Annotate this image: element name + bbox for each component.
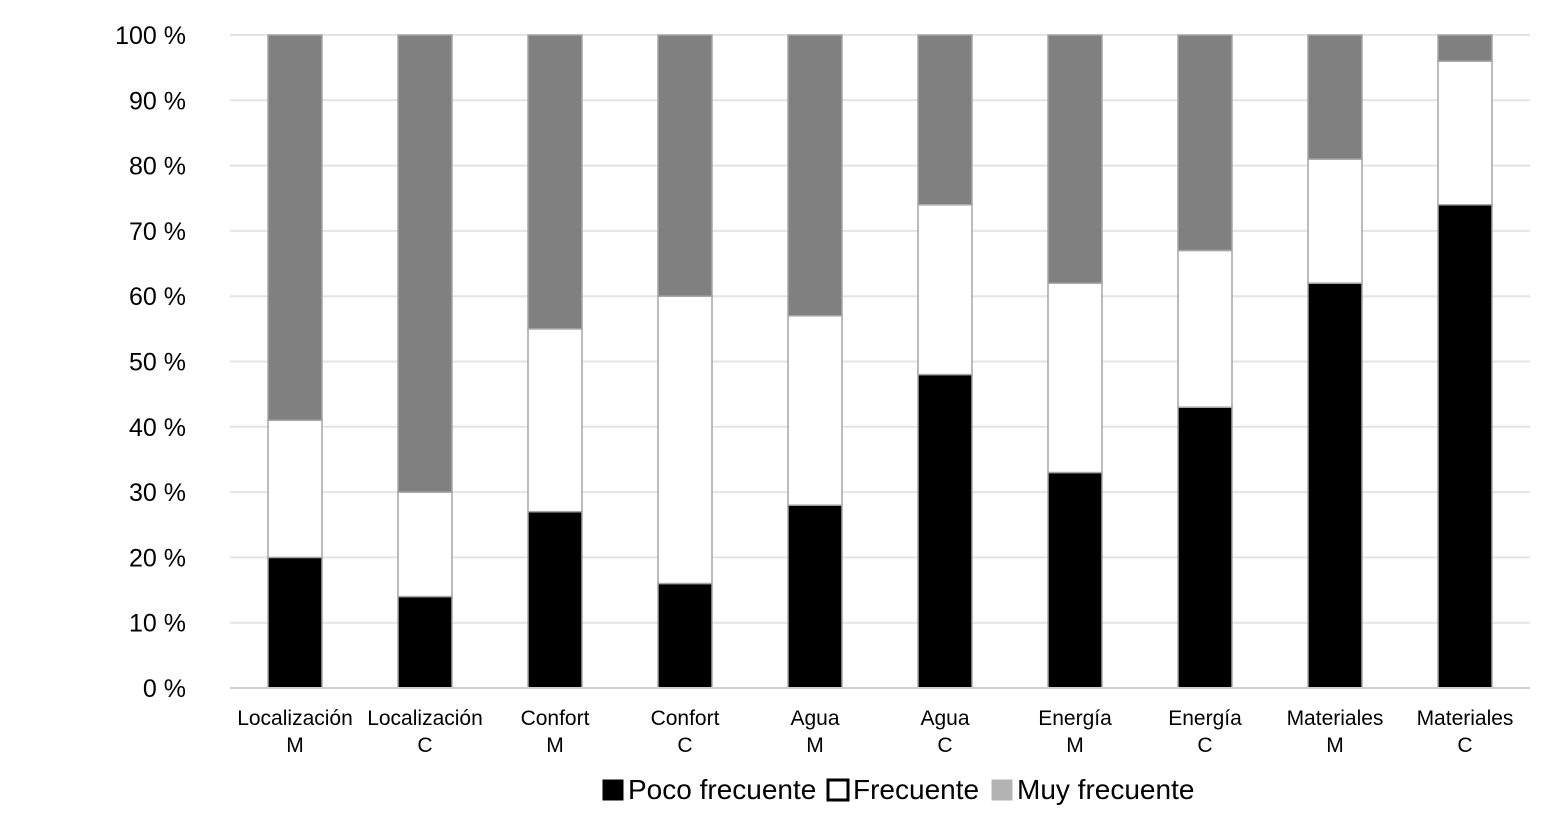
bar-segment-poco-frecuente: [397, 595, 453, 689]
bar-segment-muy-frecuente: [657, 34, 713, 297]
x-tick-label: C: [677, 734, 692, 757]
bars: [267, 34, 1493, 689]
legend-item-frecuente-label: Frecuente: [853, 774, 979, 805]
x-tick-label: Energía: [1168, 707, 1242, 730]
bar-segment-poco-frecuente: [527, 510, 583, 689]
y-tick-label: 80 %: [129, 153, 186, 181]
bar-segment-frecuente: [917, 204, 973, 376]
bar-segment-frecuente: [1307, 158, 1363, 284]
x-tick-label: Agua: [790, 707, 839, 730]
y-tick-label: 40 %: [129, 414, 186, 442]
bar-segment-muy-frecuente: [917, 34, 973, 206]
legend-item-poco-frecuente-swatch: [602, 779, 624, 801]
bar-segment-frecuente: [397, 491, 453, 598]
x-tick-label: M: [1066, 734, 1084, 757]
legend-item-muy-frecuente-label: Muy frecuente: [1017, 774, 1194, 805]
y-tick-label: 60 %: [129, 283, 186, 311]
x-tick-label: Localización: [367, 707, 483, 730]
bar-segment-muy-frecuente: [1047, 34, 1103, 284]
bar-segment-frecuente: [1047, 282, 1103, 474]
x-tick-label: Energía: [1038, 707, 1112, 730]
x-tick-label: M: [286, 734, 304, 757]
bar-segment-muy-frecuente: [787, 34, 843, 317]
legend-item-poco-frecuente-label: Poco frecuente: [628, 774, 816, 805]
x-tick-label: Agua: [920, 707, 969, 730]
bar-segment-frecuente: [657, 295, 713, 585]
bar-segment-poco-frecuente: [1047, 471, 1103, 689]
bar-segment-poco-frecuente: [1307, 282, 1363, 689]
y-tick-label: 10 %: [129, 610, 186, 638]
y-tick-label: 100 %: [115, 22, 186, 50]
x-tick-label: C: [1197, 734, 1212, 757]
x-tick-label: C: [1457, 734, 1472, 757]
bar-segment-muy-frecuente: [1177, 34, 1233, 252]
x-tick-label: C: [937, 734, 952, 757]
bar-segment-frecuente: [1177, 249, 1233, 408]
bar-segment-poco-frecuente: [267, 556, 323, 689]
bar-segment-muy-frecuente: [397, 34, 453, 493]
bar-segment-frecuente: [527, 328, 583, 513]
legend-item-muy-frecuente-swatch: [991, 779, 1013, 801]
y-tick-label: 0 %: [143, 675, 186, 703]
x-axis: Localización M Localización C Confort M Confor…: [230, 687, 1530, 757]
bar-segment-muy-frecuente: [1307, 34, 1363, 160]
y-tick-label: 20 %: [129, 544, 186, 572]
x-tick-label: Localización: [237, 707, 353, 730]
bar-segment-poco-frecuente: [1177, 406, 1233, 689]
bar-segment-frecuente: [787, 315, 843, 506]
y-tick-label: 90 %: [129, 87, 186, 115]
bar-segment-frecuente: [267, 419, 323, 559]
bar-segment-muy-frecuente: [527, 34, 583, 330]
bar-segment-poco-frecuente: [787, 504, 843, 689]
x-tick-label: Materiales: [1417, 707, 1514, 730]
x-tick-label: Confort: [521, 707, 590, 730]
y-tick-label: 30 %: [129, 479, 186, 507]
x-tick-label: C: [417, 734, 432, 757]
bar-segment-poco-frecuente: [657, 582, 713, 689]
x-tick-label: Confort: [651, 707, 720, 730]
x-tick-label: Materiales: [1287, 707, 1384, 730]
bar-segment-frecuente: [1437, 60, 1493, 206]
y-tick-label: 50 %: [129, 349, 186, 377]
y-axis: 0 % 10 % 20 % 30 % 40 % 50 % 60 % 70 % 80 % 90 % 1…: [115, 22, 186, 703]
y-tick-label: 70 %: [129, 218, 186, 246]
bar-segment-muy-frecuente: [1437, 34, 1493, 62]
x-tick-label: M: [806, 734, 824, 757]
x-tick-label: M: [1326, 734, 1344, 757]
legend: Poco frecuente Frecuente Muy frecuente: [602, 774, 1194, 805]
bar-segment-poco-frecuente: [917, 373, 973, 689]
bar-segment-muy-frecuente: [267, 34, 323, 422]
legend-item-frecuente-swatch: [826, 778, 850, 802]
bar-segment-poco-frecuente: [1437, 204, 1493, 689]
x-tick-label: M: [546, 734, 564, 757]
